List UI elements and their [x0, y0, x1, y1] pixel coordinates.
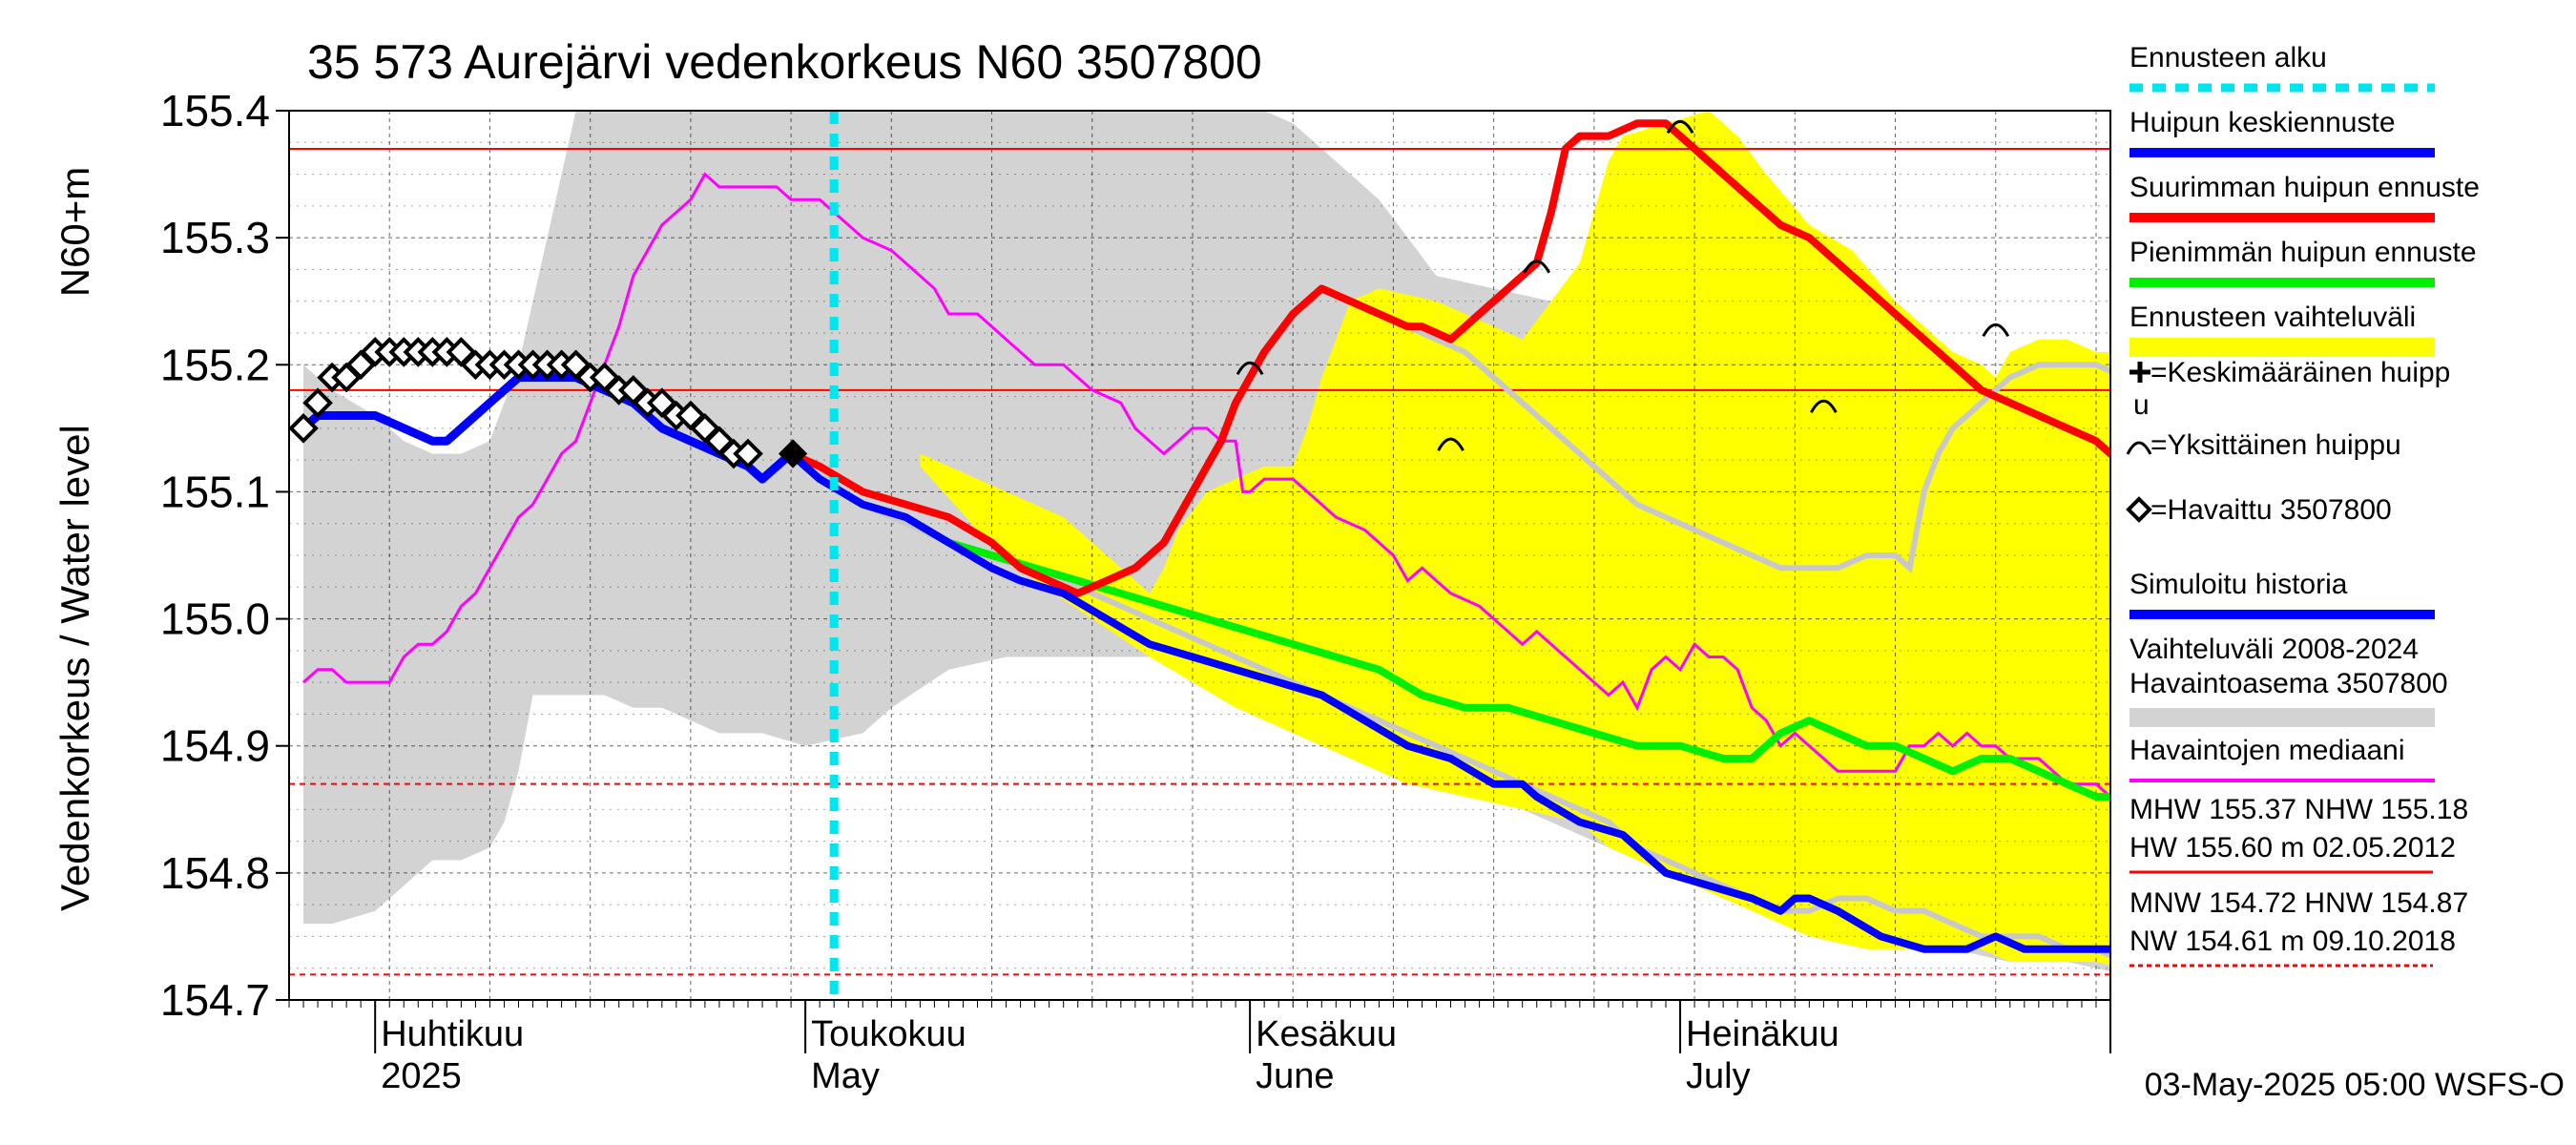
- y-axis-unit: N60+m: [52, 167, 97, 298]
- y-tick-label: 155.2: [160, 340, 270, 389]
- legend-arc-icon: [2126, 441, 2152, 455]
- y-tick-label: 155.1: [160, 467, 270, 516]
- single-peak-marker: [2313, 388, 2337, 400]
- y-tick-label: 155.4: [160, 86, 270, 135]
- plot-content: [289, 111, 2337, 1000]
- y-axis-label: Vedenkorkeus / Water level: [52, 425, 97, 911]
- legend-label: Ennusteen alku: [2129, 42, 2327, 73]
- stats-line: NW 154.61 m 09.10.2018: [2129, 926, 2456, 957]
- single-peak-marker: [1810, 399, 1838, 413]
- legend-label: Simuloitu historia: [2129, 569, 2348, 600]
- legend-swatch-band: [2129, 338, 2435, 357]
- chart-title: 35 573 Aurejärvi vedenkorkeus N60 350780…: [307, 35, 1262, 89]
- legend-diamond-icon: [2126, 496, 2152, 523]
- timestamp: 03-May-2025 05:00 WSFS-O: [2145, 1067, 2565, 1103]
- legend-label: Pienimmän huipun ennuste: [2129, 237, 2477, 268]
- legend-label: =Keskimääräinen huipp: [2150, 357, 2450, 388]
- single-peak-marker: [1982, 323, 2010, 338]
- legend: Ennusteen alku Huipun keskiennuste Suurimm…: [2126, 42, 2480, 968]
- legend-label-cont: u: [2133, 389, 2150, 421]
- y-tick-label: 154.9: [160, 721, 270, 771]
- single-peak-marker: [1437, 437, 1465, 451]
- x-month-label-fi: Heinäkuu: [1686, 1014, 1839, 1054]
- observed-point-current: [778, 439, 808, 468]
- x-month-label-fi: Huhtikuu: [381, 1014, 524, 1054]
- stats-line: HW 155.60 m 02.05.2012: [2129, 832, 2456, 864]
- stats-line: MHW 155.37 NHW 155.18: [2129, 794, 2468, 825]
- legend-plus-icon: [2129, 362, 2150, 383]
- y-tick-label: 154.7: [160, 975, 270, 1025]
- observed-point: [302, 387, 333, 419]
- single-peak-marker: [1523, 260, 1551, 274]
- single-peak-marker: [1666, 119, 1694, 135]
- min-peak-forecast-line: [788, 450, 2110, 801]
- single-peak-marker: [1236, 361, 1264, 376]
- mean-peak-forecast-line: [788, 450, 2110, 953]
- max-peak-forecast-line: [789, 119, 2110, 597]
- x-month-label-en: May: [811, 1056, 880, 1096]
- x-month-label-en: 2025: [381, 1056, 462, 1096]
- observed-point: [733, 438, 763, 469]
- legend-label: =Yksittäinen huippu: [2150, 429, 2401, 461]
- y-tick-label: 154.8: [160, 848, 270, 898]
- y-tick-label: 155.3: [160, 213, 270, 262]
- x-month-label-fi: Toukokuu: [811, 1014, 966, 1054]
- forecast-range-band: [920, 111, 2110, 966]
- x-month-label-en: July: [1686, 1056, 1751, 1096]
- legend-label: Huipun keskiennuste: [2129, 107, 2396, 138]
- observed-point: [289, 413, 319, 444]
- y-tick-label: 155.0: [160, 594, 270, 644]
- x-month-label-en: June: [1256, 1056, 1334, 1096]
- legend-label: Ennusteen vaihteluväli: [2129, 302, 2416, 333]
- legend-label-cont: Havaintoasema 3507800: [2129, 668, 2448, 699]
- grey-forecast-line-2: [1406, 323, 2110, 574]
- legend-label: Vaihteluväli 2008-2024: [2129, 634, 2419, 665]
- x-month-label-fi: Kesäkuu: [1256, 1014, 1397, 1054]
- legend-swatch-band: [2129, 708, 2435, 727]
- legend-label: Suurimman huipun ennuste: [2129, 172, 2480, 203]
- legend-label: Havaintojen mediaani: [2129, 735, 2405, 766]
- plot-area: 154.7 154.8 154.9 155.0 155.1 155.2 155.3 155.4…: [160, 86, 2337, 1096]
- legend-label: =Havaittu 3507800: [2150, 494, 2392, 526]
- plot-frame: [288, 110, 2111, 1001]
- stats-line: MNW 154.72 HNW 154.87: [2129, 887, 2468, 919]
